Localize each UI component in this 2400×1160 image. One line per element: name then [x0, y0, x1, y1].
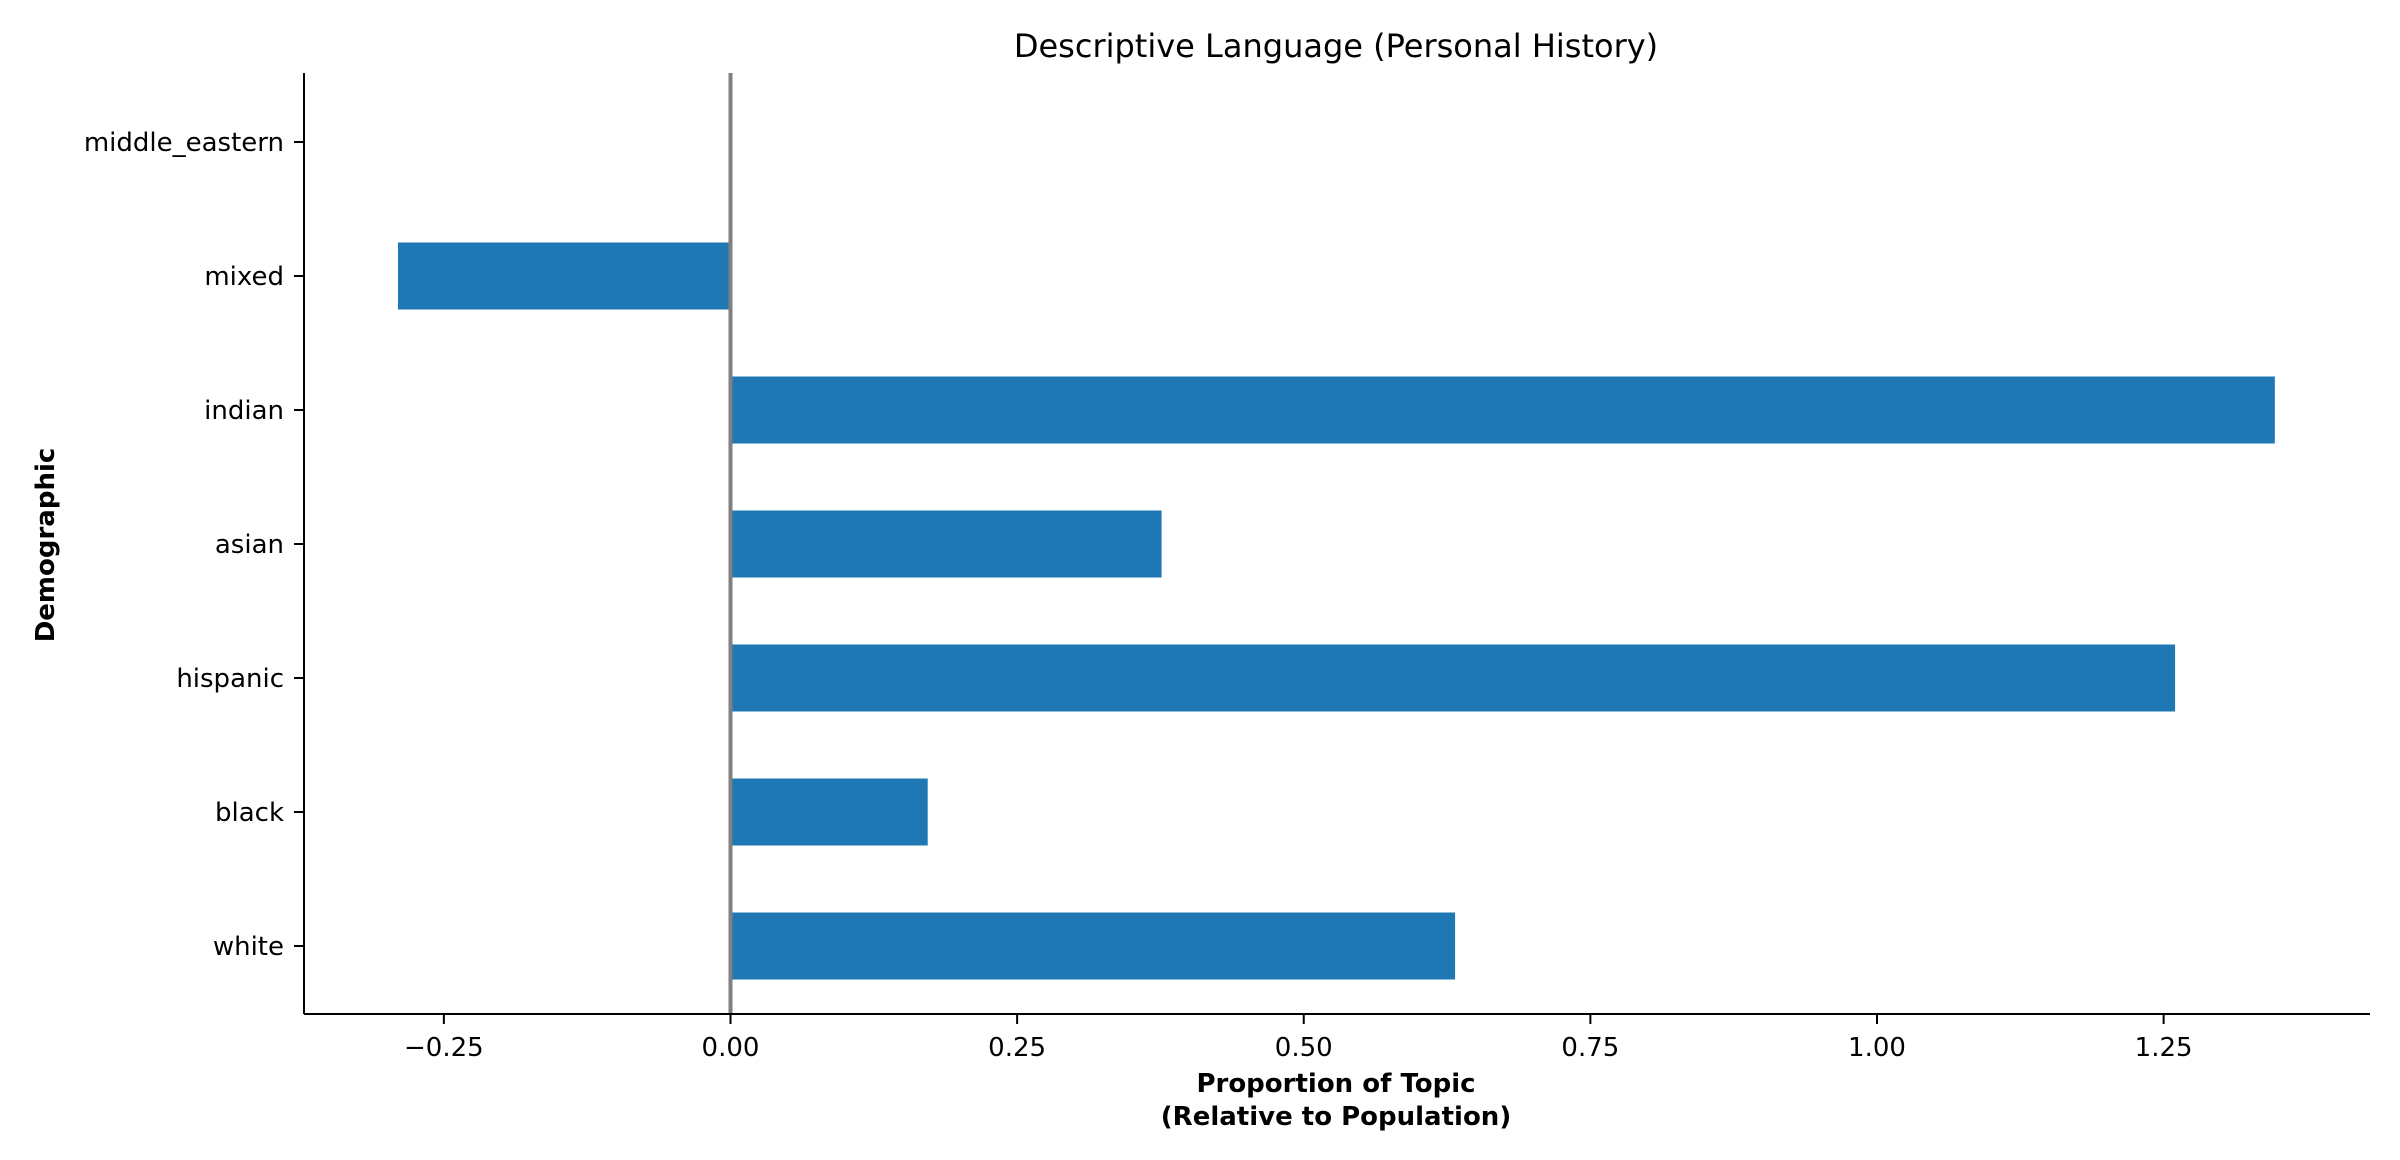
y-tick-label: white [213, 932, 284, 962]
y-axis-label: Demographic [31, 448, 61, 643]
bar-white [730, 912, 1456, 980]
y-tick-label: mixed [204, 262, 284, 292]
y-axis-ticks: white black hispanic asian indian mixed middle… [84, 128, 304, 962]
bar-black [730, 778, 928, 846]
x-tick-label: 0.50 [1275, 1033, 1333, 1063]
y-tick-label: black [215, 798, 284, 828]
x-axis-ticks: −0.25 0.00 0.25 0.50 0.75 1.00 1.25 [404, 1014, 2193, 1063]
x-tick-label: 1.00 [1848, 1033, 1906, 1063]
bar-hispanic [730, 644, 2176, 712]
x-tick-label: 1.25 [2135, 1033, 2193, 1063]
bar-asian [730, 510, 1162, 578]
y-tick-label: asian [215, 530, 284, 560]
y-tick-label: hispanic [176, 664, 284, 694]
bars-group [398, 242, 2275, 980]
x-tick-label: −0.25 [404, 1033, 484, 1063]
x-tick-label: 0.00 [702, 1033, 760, 1063]
x-tick-label: 0.25 [988, 1033, 1046, 1063]
x-axis-label-line1: Proportion of Topic [1196, 1069, 1475, 1099]
x-axis-label-line2: (Relative to Population) [1161, 1102, 1511, 1132]
bar-indian [730, 376, 2275, 444]
y-tick-label: indian [204, 396, 284, 426]
chart-title: Descriptive Language (Personal History) [1014, 27, 1658, 65]
bar-mixed [398, 242, 731, 310]
y-tick-label: middle_eastern [84, 128, 284, 158]
x-tick-label: 0.75 [1561, 1033, 1619, 1063]
